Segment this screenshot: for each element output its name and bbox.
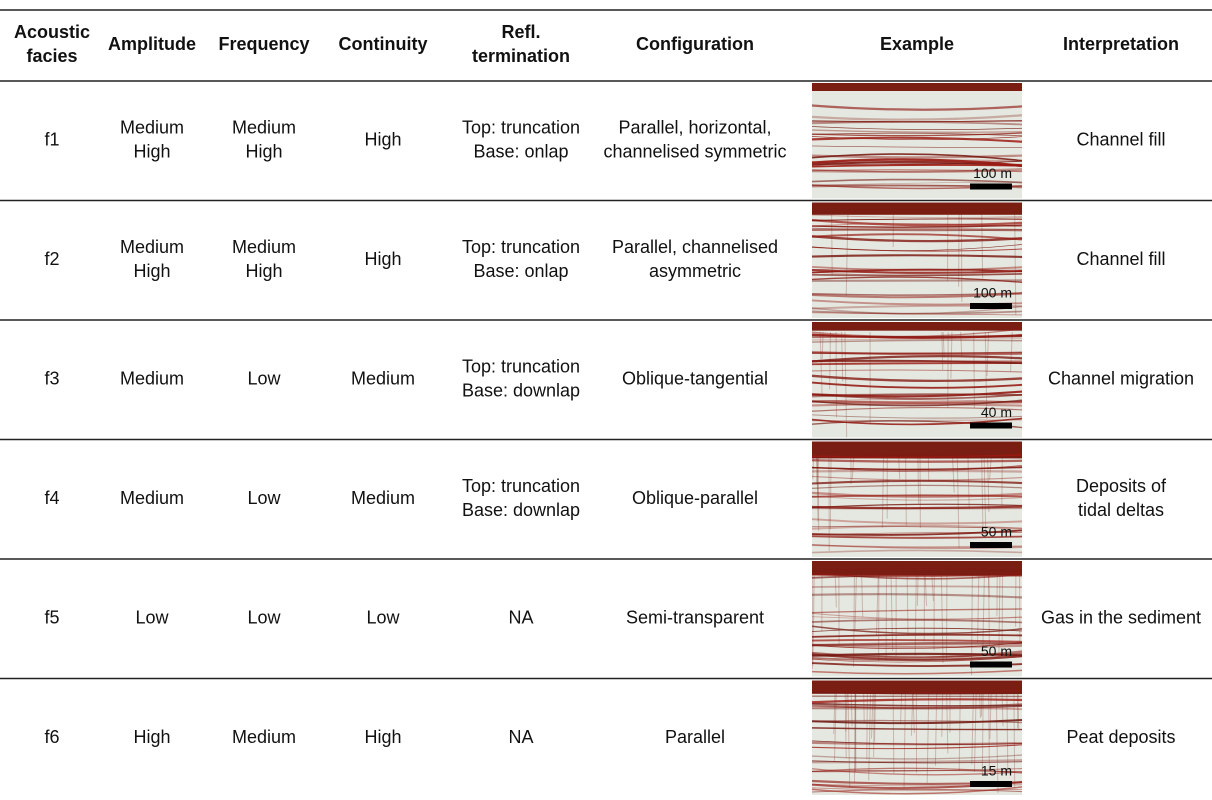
scale-bar: [970, 184, 1012, 190]
cell: Low: [135, 608, 169, 628]
cell: Semi-transparent: [626, 608, 764, 628]
cell: f2: [44, 249, 59, 269]
header-cell: Interpretation: [1063, 34, 1179, 54]
cell: Low: [247, 369, 281, 389]
scale-label: 100 m: [973, 165, 1012, 181]
example-image: 50 m: [812, 442, 1022, 558]
cell: High: [364, 249, 401, 269]
cell: High: [245, 142, 282, 162]
cell: Oblique-parallel: [632, 488, 758, 508]
header-cell: termination: [472, 46, 570, 66]
example-image: 50 m: [812, 561, 1022, 677]
reflector: [812, 575, 1022, 576]
noise: [989, 571, 990, 597]
noise: [906, 452, 907, 526]
cell: Parallel, horizontal,: [618, 118, 771, 138]
cell: High: [364, 130, 401, 150]
cell: Medium: [232, 727, 296, 747]
interpretation-cell: Channel fill: [1076, 130, 1165, 150]
scale-label: 40 m: [981, 404, 1012, 420]
example-image: 100 m: [812, 203, 1022, 319]
cell: Base: onlap: [473, 261, 568, 281]
interpretation-cell: Deposits of: [1076, 476, 1167, 496]
scale-bar: [970, 303, 1012, 309]
cell: f4: [44, 488, 59, 508]
noise: [893, 691, 894, 774]
interpretation-cell: Channel migration: [1048, 369, 1194, 389]
noise: [1002, 452, 1003, 507]
cell: Top: truncation: [462, 118, 580, 138]
cell: Medium: [232, 237, 296, 257]
cell: Base: downlap: [462, 381, 580, 401]
scale-label: 50 m: [981, 643, 1012, 659]
cell: High: [245, 261, 282, 281]
header-cell: facies: [26, 46, 77, 66]
table: Acoustic facies Amplitude Frequency Continui…: [0, 0, 1212, 795]
interpretation-cell: Gas in the sediment: [1041, 608, 1201, 628]
cell: Low: [247, 608, 281, 628]
cell: Parallel: [665, 727, 725, 747]
cell: High: [133, 727, 170, 747]
cell: Medium: [120, 369, 184, 389]
cell: Parallel, channelised: [612, 237, 778, 257]
header-cell: Example: [880, 34, 954, 54]
scale-label: 15 m: [981, 763, 1012, 779]
cell: Medium: [120, 488, 184, 508]
cell: High: [133, 261, 170, 281]
image-top: [812, 83, 1022, 91]
image-top: [812, 203, 1022, 215]
cell: Base: onlap: [473, 142, 568, 162]
cell: f1: [44, 130, 59, 150]
header-cell: Continuity: [339, 34, 428, 54]
cell: NA: [508, 727, 533, 747]
noise: [874, 691, 875, 757]
image-top: [812, 322, 1022, 331]
cell: Medium: [120, 237, 184, 257]
scale-bar: [970, 542, 1012, 548]
cell: Top: truncation: [462, 357, 580, 377]
interpretation-cell: Peat deposits: [1066, 727, 1175, 747]
header-cell: Configuration: [636, 34, 754, 54]
cell: Medium: [351, 369, 415, 389]
header-cell: Amplitude: [108, 34, 196, 54]
example-image: 100 m: [812, 83, 1022, 199]
cell: f6: [44, 727, 59, 747]
interpretation-cell: Channel fill: [1076, 249, 1165, 269]
cell: Medium: [232, 118, 296, 138]
header-cell: Frequency: [218, 34, 309, 54]
scale-label: 50 m: [981, 524, 1012, 540]
cell: Oblique-tangential: [622, 369, 768, 389]
cell: NA: [508, 608, 533, 628]
cell: Base: downlap: [462, 500, 580, 520]
scale-label: 100 m: [973, 285, 1012, 301]
reflector: [812, 586, 1022, 587]
cell: Top: truncation: [462, 476, 580, 496]
noise: [974, 332, 975, 408]
cell: Medium: [120, 118, 184, 138]
cell: Low: [247, 488, 281, 508]
cell: channelised symmetric: [603, 142, 786, 162]
reflector: [812, 394, 1022, 395]
cell: Medium: [351, 488, 415, 508]
cell: f5: [44, 608, 59, 628]
noise: [867, 691, 868, 760]
cell: Low: [366, 608, 400, 628]
scale-bar: [970, 662, 1012, 668]
cell: f3: [44, 369, 59, 389]
interpretation-cell: tidal deltas: [1078, 500, 1164, 520]
header-cell: Acoustic: [14, 22, 90, 42]
header-cell: Refl.: [501, 22, 540, 42]
cell: High: [133, 142, 170, 162]
cell: asymmetric: [649, 261, 741, 281]
scale-bar: [970, 423, 1012, 429]
scale-bar: [970, 781, 1012, 787]
noise: [832, 213, 833, 275]
noise: [864, 691, 865, 723]
example-image: 15 m: [812, 681, 1022, 796]
cell: High: [364, 727, 401, 747]
example-image: 40 m: [812, 322, 1022, 438]
cell: Top: truncation: [462, 237, 580, 257]
